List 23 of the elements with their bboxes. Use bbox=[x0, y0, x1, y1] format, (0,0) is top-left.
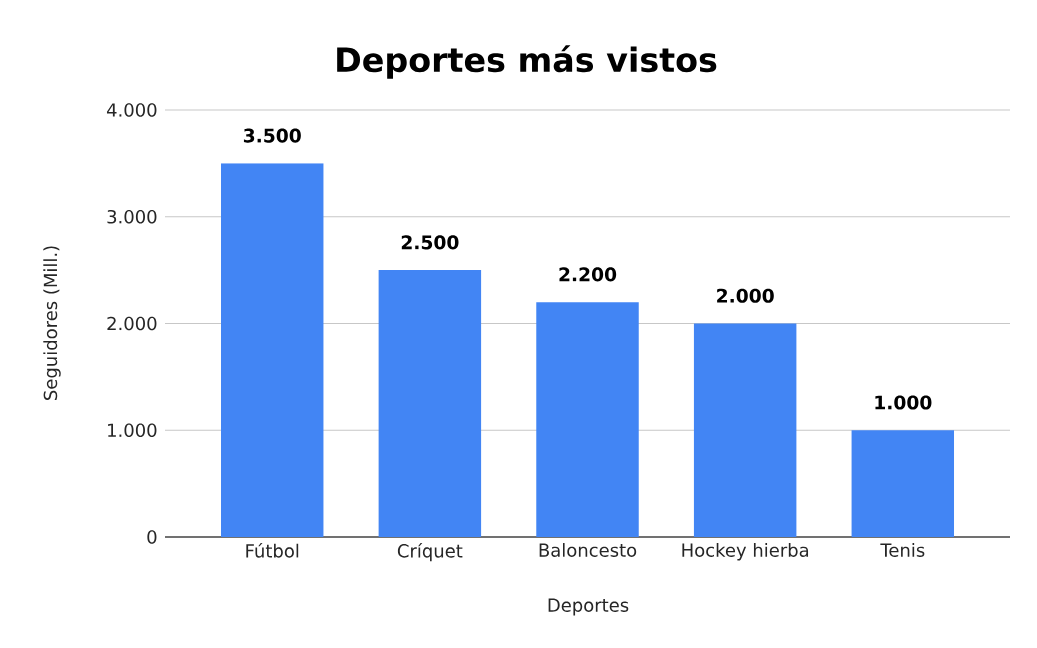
x-tick-label: Baloncesto bbox=[539, 543, 637, 557]
data-label: 1.000 bbox=[875, 395, 932, 410]
y-axis-title: Seguidores (Mill.) bbox=[43, 246, 61, 400]
y-tick-label: 3.000 bbox=[107, 209, 157, 224]
y-tick-label: 0 bbox=[147, 530, 157, 544]
bar bbox=[851, 430, 955, 537]
bar bbox=[693, 323, 797, 537]
data-label: 2.500 bbox=[401, 235, 459, 250]
bar bbox=[536, 302, 639, 537]
x-tick-label: Hockey hierba bbox=[682, 543, 809, 561]
data-label: 3.500 bbox=[243, 128, 301, 143]
x-axis-title: Deportes bbox=[548, 598, 629, 616]
bar bbox=[220, 163, 324, 537]
y-tick-label: 4.000 bbox=[106, 103, 157, 117]
chart-title: Deportes más vistos bbox=[337, 45, 717, 79]
data-label: 2.000 bbox=[717, 288, 774, 303]
bar bbox=[378, 270, 482, 537]
y-tick-label: 1.000 bbox=[108, 423, 157, 438]
y-tick-label: 2.000 bbox=[107, 316, 157, 331]
x-tick-label: Fútbol bbox=[246, 543, 299, 558]
data-label: 2.200 bbox=[559, 267, 617, 282]
x-tick-label: Tenis bbox=[880, 543, 925, 557]
x-tick-label: Críquet bbox=[397, 543, 463, 562]
